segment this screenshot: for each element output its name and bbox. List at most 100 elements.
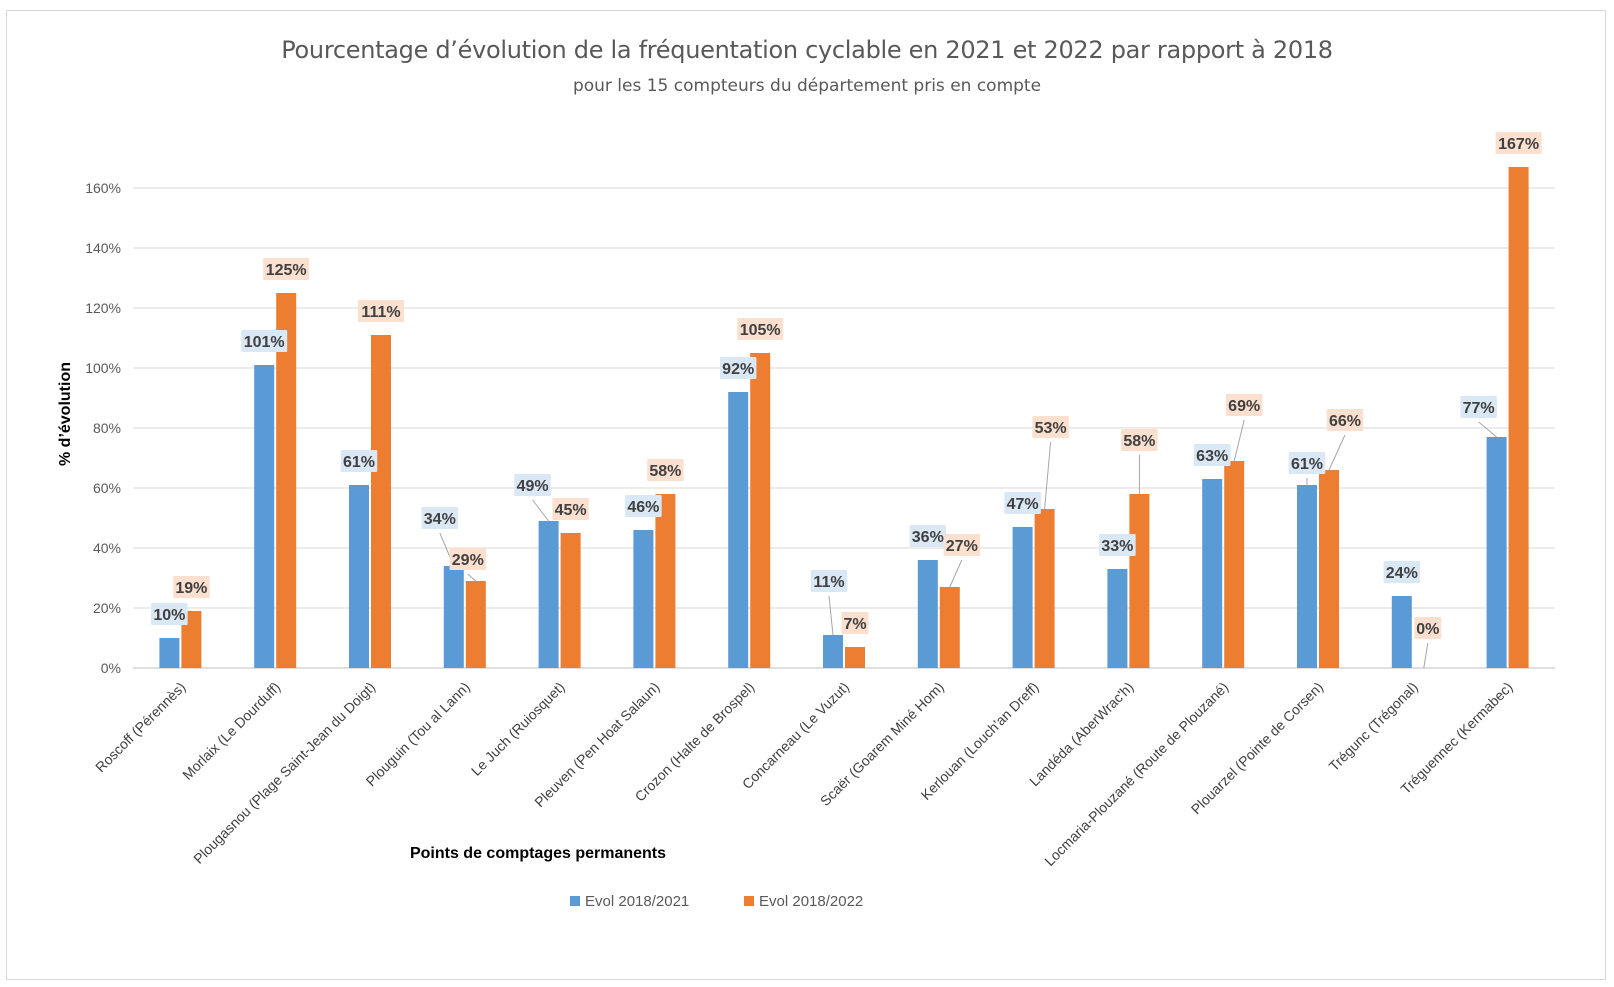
y-axis-title: % d’évolution: [57, 362, 74, 466]
category-label: Plouguin (Tou al Lann): [363, 679, 473, 789]
data-label: 45%: [555, 502, 587, 519]
bars: [159, 167, 1529, 668]
data-label: 24%: [1386, 565, 1418, 582]
bar: [728, 392, 749, 668]
y-tick-label: 20%: [93, 600, 121, 616]
data-label-bg: [909, 525, 947, 547]
bar: [560, 533, 581, 668]
legend-swatch: [570, 896, 580, 906]
leader-line: [467, 573, 477, 582]
data-label: 29%: [452, 552, 484, 569]
y-tick-label: 60%: [93, 480, 121, 496]
data-label: 125%: [266, 262, 307, 279]
legend-swatch: [744, 896, 754, 906]
category-label: Le Juch (Ruiosquet): [468, 679, 568, 779]
data-label-bg: [1032, 416, 1069, 438]
leader-line: [1328, 434, 1346, 471]
bar: [465, 581, 486, 668]
y-tick-label: 0%: [101, 660, 121, 676]
data-label: 19%: [175, 580, 207, 597]
data-label-bg: [810, 570, 848, 592]
category-label: Trégunc (Trégonal): [1326, 679, 1421, 774]
legend-entry: Evol 2018/2022: [759, 893, 863, 910]
data-label-bg: [1099, 534, 1136, 556]
data-label-bg: [841, 612, 869, 634]
bar: [750, 353, 771, 668]
data-label-bg: [1225, 394, 1263, 416]
leader-line: [1044, 441, 1052, 510]
y-tick-label: 80%: [93, 420, 121, 436]
bar: [1034, 509, 1055, 668]
data-label: 77%: [1463, 400, 1495, 417]
data-label-bg: [1383, 561, 1421, 583]
data-label: 58%: [1123, 433, 1155, 450]
bar: [823, 635, 843, 668]
leader-line: [949, 559, 963, 588]
data-label: 34%: [424, 511, 456, 528]
data-label: 36%: [912, 529, 944, 546]
data-label-bg: [625, 495, 662, 517]
data-label-bg: [1288, 452, 1326, 474]
legend-entry: Evol 2018/2021: [585, 893, 689, 910]
data-label-bg: [514, 474, 551, 496]
data-label-bg: [647, 459, 684, 481]
data-label: 92%: [722, 361, 754, 378]
bar: [443, 566, 464, 668]
data-label-bg: [241, 330, 288, 352]
data-label-bg: [1460, 396, 1497, 418]
data-label-bg: [737, 318, 784, 340]
data-label: 167%: [1498, 136, 1539, 153]
data-label-bg: [340, 450, 378, 472]
gridlines: [133, 187, 1555, 669]
bar: [349, 485, 369, 668]
category-label: Morlaix (Le Dourduff): [179, 679, 283, 783]
data-label-bg: [1326, 409, 1364, 431]
y-tick-label: 40%: [93, 540, 121, 556]
data-label-bg: [1121, 429, 1158, 451]
data-label-bg: [358, 300, 404, 322]
bar: [254, 365, 275, 668]
data-label: 47%: [1007, 496, 1039, 513]
data-label: 63%: [1196, 448, 1228, 465]
category-label: Tréguennec (Kermabec): [1397, 679, 1515, 797]
data-label: 53%: [1035, 420, 1067, 437]
data-label-bg: [449, 548, 487, 570]
data-label-bg: [1414, 617, 1442, 639]
data-label-bg: [151, 603, 188, 625]
data-label: 10%: [153, 607, 185, 624]
data-label-bg: [421, 507, 459, 529]
bar: [181, 611, 202, 668]
bar: [1486, 437, 1507, 668]
x-axis-title: Points de comptages permanents: [410, 845, 666, 862]
data-label-bg: [173, 576, 210, 598]
data-labels: 10% 19% 101% 125% 61% 111% 34% 29% 49% 45% 46% 58% 9…: [151, 132, 1542, 639]
bar: [1012, 527, 1033, 668]
bar: [538, 521, 559, 668]
data-label: 33%: [1101, 538, 1133, 555]
data-label: 101%: [244, 334, 285, 351]
data-label: 7%: [843, 616, 866, 633]
bar: [1224, 461, 1245, 668]
bar: [1508, 167, 1529, 668]
bar: [1319, 470, 1339, 668]
data-label-bg: [719, 357, 757, 379]
data-label: 66%: [1329, 413, 1361, 430]
data-label: 69%: [1228, 398, 1260, 415]
chart-subtitle: pour les 15 compteurs du département pri…: [572, 76, 1042, 96]
bar: [655, 494, 676, 668]
data-label: 0%: [1416, 621, 1439, 638]
category-labels: Roscoff (Pérennès)Morlaix (Le Dourduff)P…: [92, 679, 1516, 869]
data-label-bg: [1004, 492, 1041, 514]
data-label: 46%: [627, 499, 659, 516]
leader-line: [1233, 419, 1245, 462]
y-tick-label: 160%: [85, 180, 121, 196]
data-label: 61%: [1291, 456, 1323, 473]
leader-line: [1478, 421, 1497, 438]
bar: [633, 530, 654, 668]
leader-line: [1423, 642, 1429, 669]
data-label-bg: [552, 498, 589, 520]
data-label: 61%: [343, 454, 375, 471]
data-label: 11%: [813, 574, 844, 591]
category-label: Landéda (AberWrac'h): [1026, 679, 1136, 789]
bar: [1391, 596, 1412, 668]
